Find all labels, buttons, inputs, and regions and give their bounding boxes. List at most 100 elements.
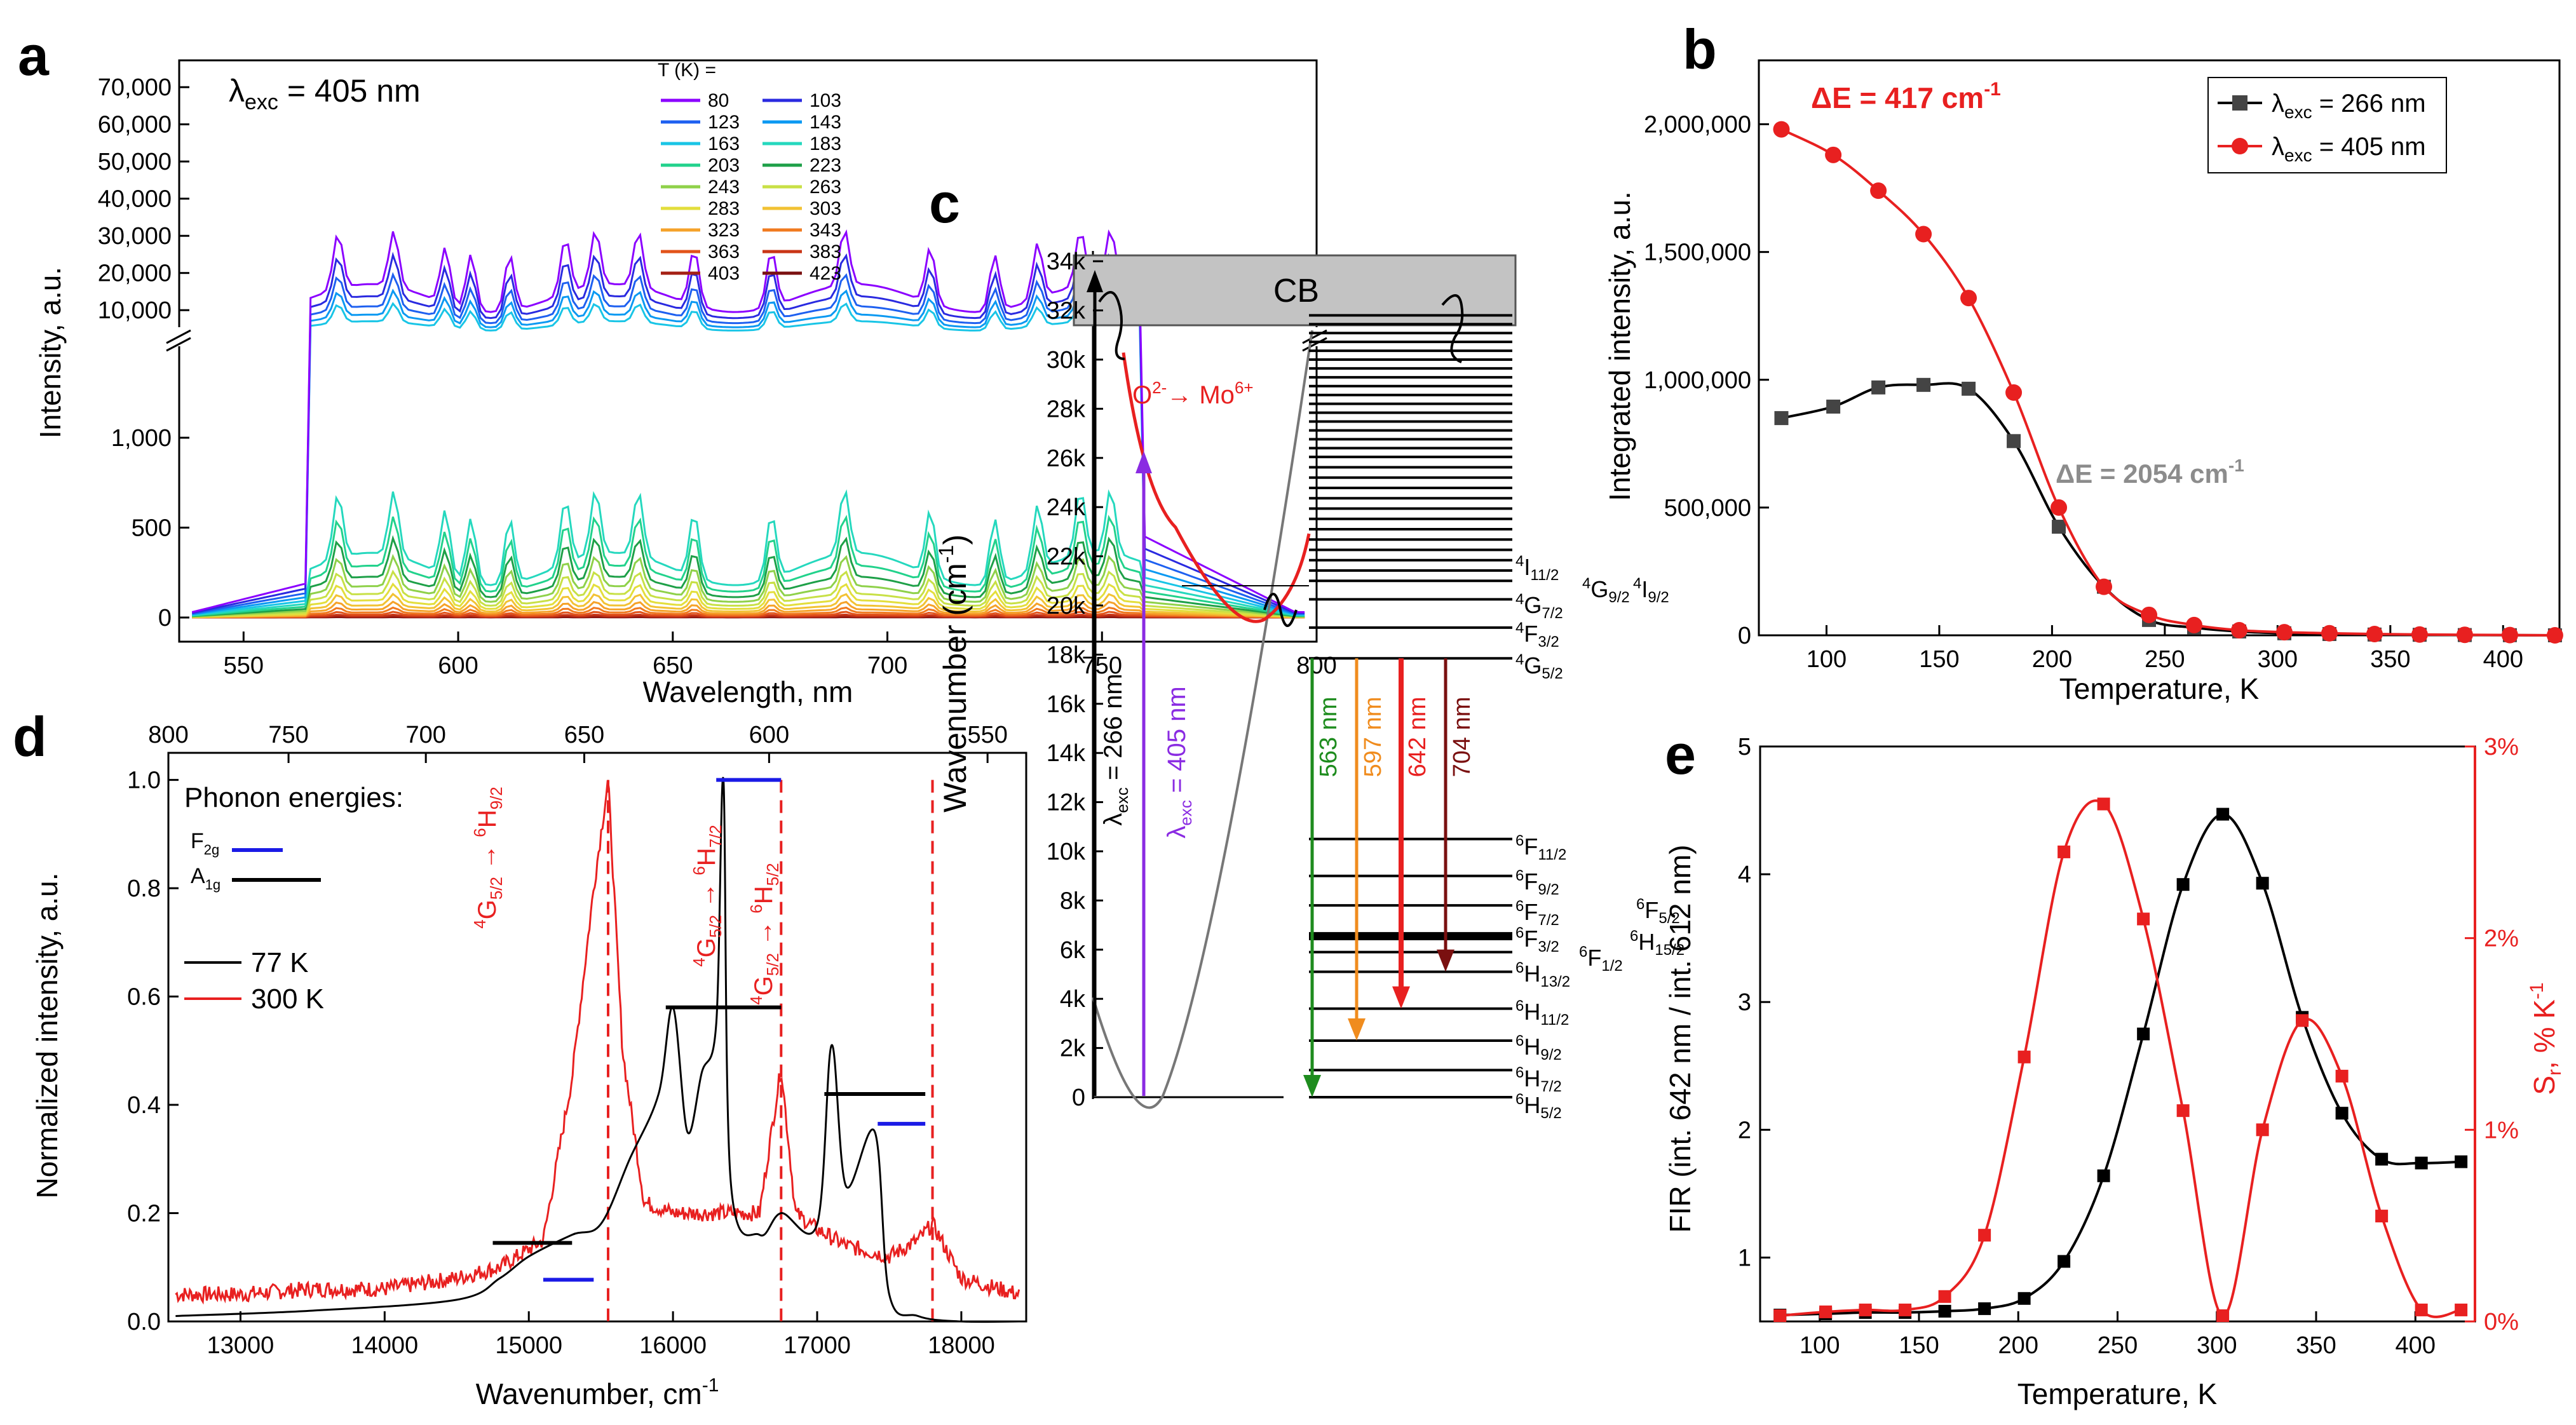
panel-b-letter: b: [1683, 18, 1717, 81]
panel-a-ytick-label: 20,000: [98, 260, 172, 287]
legend-300k: 300 K: [251, 983, 324, 1015]
panel-e-series-line: [1780, 799, 2462, 1318]
panel-e-xtick-label: 200: [1998, 1332, 2038, 1359]
panel-e-ytick-label: 3: [1738, 989, 1751, 1016]
panel-d-ytick-label: 0.8: [127, 875, 161, 902]
level-label: 6H13/2: [1515, 959, 1570, 990]
level-label: 4G9/2: [1582, 575, 1630, 606]
panel-b-legend: λexc = 266 nm λexc = 405 nm: [2207, 77, 2447, 173]
panel-d-xtick-top-label: 700: [405, 722, 445, 748]
panel-b-point-405: [2096, 578, 2113, 595]
exc-405-label: λexc = 405 nm: [1163, 686, 1195, 838]
panel-b-point-266: [2052, 520, 2066, 534]
panel-e-ylabel: FIR (int. 642 nm / int. 612 nm): [1664, 844, 1697, 1233]
emission-head: [1348, 1018, 1366, 1041]
panel-b-ytick-label: 2,000,000: [1644, 112, 1751, 138]
panel-e-ytick-right-label: 3%: [2484, 734, 2519, 760]
legend-77k: 77 K: [251, 947, 309, 978]
panel-c-ytick-label: 34k: [1047, 248, 1086, 275]
panel-e-ytick-label: 4: [1738, 861, 1751, 888]
level-label: 6H11/2: [1515, 997, 1569, 1029]
panel-a-frame: [178, 59, 1318, 643]
panel-e-point: [2057, 845, 2071, 858]
panel-b-point-405: [2501, 626, 2518, 644]
panel-b-ytick-label: 0: [1738, 623, 1751, 649]
panel-b-point-405: [2275, 624, 2293, 641]
panel-e-point: [2415, 1156, 2428, 1170]
panel-e-ytick-right-label: 1%: [2484, 1117, 2519, 1144]
panel-e-series-line: [1780, 813, 2462, 1316]
panel-b-plot: [1773, 121, 2563, 644]
panel-a-spectrum-curve: [192, 535, 1305, 618]
panel-e-xtick-label: 400: [2396, 1332, 2436, 1359]
panel-e-point: [1938, 1304, 1951, 1318]
panel-e-point: [2375, 1210, 2389, 1223]
panel-d-xlabel: Wavenumber, cm-1: [476, 1375, 719, 1410]
phonon-title: Phonon energies:: [184, 782, 403, 813]
panel-e-ytick-label: 1: [1738, 1245, 1751, 1271]
legend-temp: 423: [810, 263, 841, 284]
level-label: 6F5/2: [1636, 896, 1680, 927]
panel-b-ytick-label: 1,500,000: [1644, 240, 1751, 266]
wavy-relax-1: [1098, 291, 1125, 360]
panel-a-spectrum-curve: [192, 600, 1305, 619]
legend-temp: 363: [708, 241, 740, 262]
panel-a-xtick-label: 700: [867, 652, 907, 679]
panel-d-xtick-label: 16000: [639, 1332, 707, 1359]
panel-c-ytick-label: 22k: [1047, 544, 1086, 571]
panel-c-ytick-label: 4k: [1060, 986, 1086, 1013]
panel-c-ytick-label: 12k: [1047, 790, 1086, 816]
legend-temp: 303: [810, 198, 841, 219]
panel-b-frame: [1758, 59, 2561, 637]
panel-b-xtick-label: 400: [2483, 646, 2523, 673]
panel-b-point-405: [2141, 606, 2158, 623]
panel-a-spectrum-curve: [192, 592, 1305, 618]
panel-a-ytick-label: 40,000: [98, 186, 172, 213]
level-label: 6H7/2: [1515, 1064, 1562, 1095]
panel-c-letter: c: [929, 172, 960, 234]
exc-266-head: [1087, 270, 1103, 292]
panel-d-77k-line: [175, 776, 1019, 1323]
panel-e-point: [2097, 1169, 2110, 1182]
panel-b-xtick-label: 300: [2258, 646, 2298, 673]
axis-break-marks: [166, 327, 1327, 352]
panel-c: c CB 0 2k 4k 6k 8k 10k 12k 14k 16k 18k 20k 22k 24k 26…: [929, 172, 1685, 1122]
panel-a-ytick-label: 50,000: [98, 149, 172, 175]
level-label: 4G7/2: [1515, 591, 1563, 622]
panel-a-xtick-label: 550: [224, 652, 264, 679]
panel-d-ytick-label: 0.2: [127, 1201, 161, 1227]
panel-c-ytick-label: 30k: [1047, 347, 1086, 374]
panel-b-point-266: [1826, 400, 1841, 414]
level-label: 6F11/2: [1515, 832, 1566, 863]
emission-label: 597 nm: [1360, 697, 1386, 778]
panel-b-point-405: [1915, 226, 1932, 243]
panel-b-point-266: [2007, 434, 2021, 449]
panel-c-ylabel: Wavenumber (cm-1): [935, 534, 973, 813]
legend-temp: 103: [810, 90, 841, 111]
panel-a-spectrum-curve: [192, 569, 1305, 618]
transition-h72: 4G5/2 → 6H7/2: [689, 825, 725, 967]
panel-a-xtick-label: 800: [1296, 652, 1336, 679]
panel-d-xtick-top-label: 550: [967, 722, 1007, 748]
panel-e-xlabel: Temperature, K: [2017, 1377, 2218, 1410]
panel-b: b 100 150 200 250 300 350 400 0 500,000 1,000,000…: [1603, 18, 2563, 705]
panel-a-legend: 80 103 123 143 163 183 203 223 243 263 283 303 323 34…: [661, 90, 841, 284]
panel-d-plot: [175, 776, 1020, 1323]
legend-temp: 243: [708, 177, 740, 198]
panel-a-spectrum-curve: [192, 606, 1305, 619]
panel-b-xtick-label: 350: [2370, 646, 2410, 673]
level-label: 6F7/2: [1515, 898, 1559, 929]
panel-b-point-405: [2456, 626, 2473, 644]
panel-b-point-405: [1773, 121, 1790, 138]
panel-c-ytick-label: 28k: [1047, 396, 1086, 422]
panel-b-point-405: [2366, 625, 2383, 642]
panel-b-ticks: 100 150 200 250 300 350 400 0 500,000 1,000,000 1,…: [1644, 112, 2523, 673]
emission-head: [1303, 1075, 1321, 1097]
panel-e-point: [2415, 1303, 2428, 1316]
panel-c-ytick-label: 20k: [1047, 593, 1086, 619]
panel-c-ytick-label: 0: [1072, 1084, 1085, 1111]
level-label: 4F3/2: [1515, 619, 1559, 651]
panel-b-point-405: [1960, 290, 1977, 307]
level-label: 4I9/2: [1633, 575, 1669, 606]
